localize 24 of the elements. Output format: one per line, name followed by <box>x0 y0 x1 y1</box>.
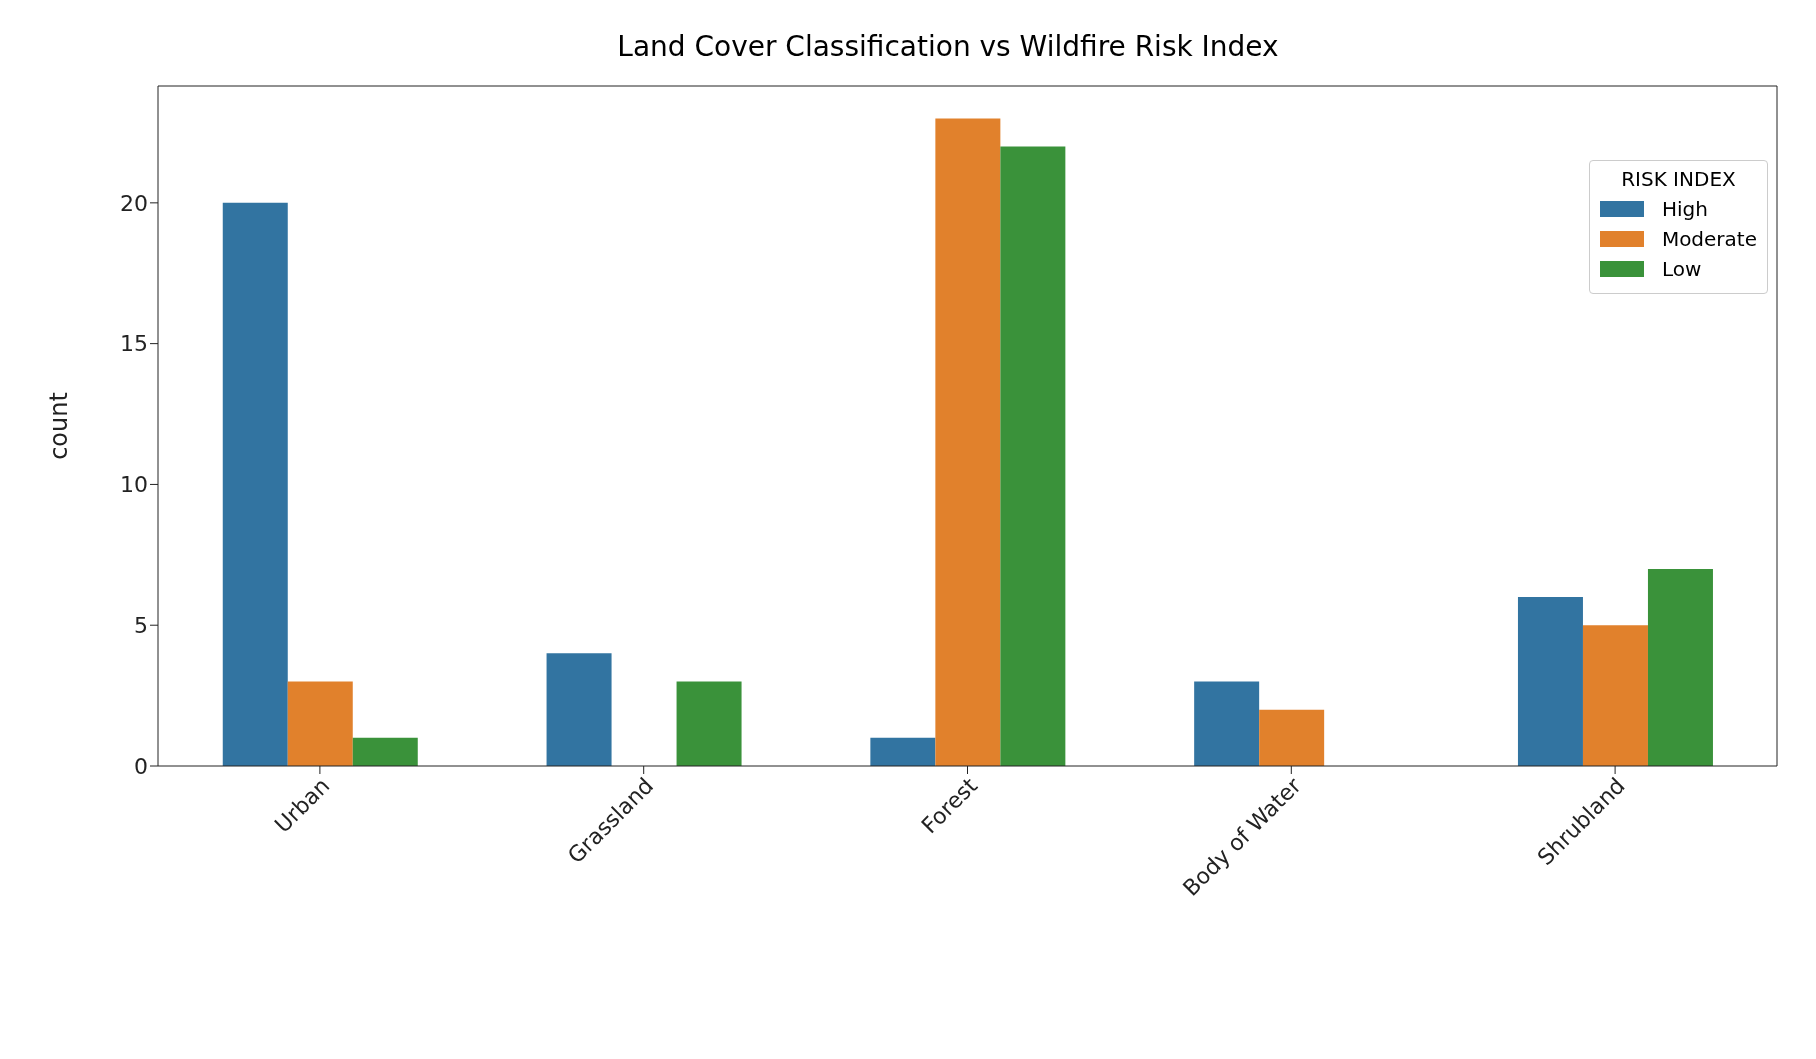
legend-label: Low <box>1661 257 1702 281</box>
y-tick-label: 15 <box>120 331 148 357</box>
bar <box>222 202 288 766</box>
bar <box>1000 146 1066 766</box>
bar <box>870 737 936 766</box>
legend-title: RISK INDEX <box>1620 167 1737 191</box>
bar <box>1647 568 1713 766</box>
bar <box>287 681 353 766</box>
y-tick-label: 0 <box>134 753 148 779</box>
legend-label: Moderate <box>1661 227 1757 251</box>
chart-title: Land Cover Classification vs Wildfire Risk Index <box>616 30 1280 63</box>
y-tick-label: 20 <box>120 190 148 216</box>
y-axis-title: count <box>44 392 73 460</box>
bar <box>935 118 1001 766</box>
bar <box>1582 625 1648 766</box>
bar <box>352 737 418 766</box>
bar <box>1259 709 1325 766</box>
bar <box>1517 597 1583 766</box>
legend-label: High <box>1661 197 1708 221</box>
bar <box>676 681 742 766</box>
y-tick-label: 5 <box>134 613 148 639</box>
y-tick-label: 10 <box>120 472 148 498</box>
bar <box>546 653 612 766</box>
bar <box>1194 681 1260 766</box>
